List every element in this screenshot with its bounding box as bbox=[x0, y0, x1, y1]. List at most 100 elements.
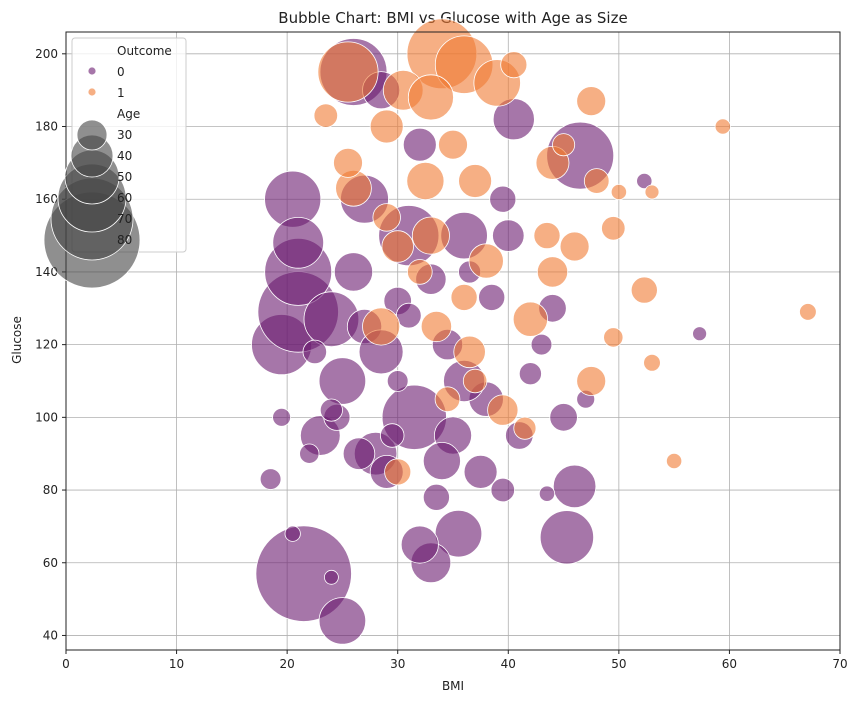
bubble-outcome-1 bbox=[603, 327, 624, 348]
bubble-outcome-0 bbox=[539, 510, 595, 565]
bubble-outcome-0 bbox=[386, 370, 409, 392]
bubble-outcome-1 bbox=[362, 307, 401, 346]
bubble-outcome-0 bbox=[259, 468, 282, 490]
bubble-outcome-0 bbox=[400, 525, 439, 564]
bubble-outcome-1 bbox=[406, 161, 445, 200]
bubble-outcome-0 bbox=[478, 283, 506, 311]
bubble-outcome-1 bbox=[512, 301, 549, 337]
bubble-outcome-1 bbox=[583, 168, 610, 194]
x-axis-title: BMI bbox=[442, 679, 464, 693]
x-tick-label: 0 bbox=[62, 657, 70, 671]
legend-marker-outcome-0 bbox=[87, 66, 97, 76]
bubble-outcome-1 bbox=[576, 366, 607, 396]
legend-size-label-30: 30 bbox=[117, 128, 132, 142]
bubble-outcome-1 bbox=[313, 103, 339, 128]
bubble-outcome-0 bbox=[692, 326, 707, 342]
bubble-outcome-0 bbox=[538, 485, 556, 502]
legend-label-outcome-1: 1 bbox=[117, 86, 125, 100]
bubble-outcome-1 bbox=[559, 231, 590, 262]
x-tick-label: 30 bbox=[390, 657, 405, 671]
bubble-outcome-1 bbox=[384, 458, 412, 486]
bubble-outcome-0 bbox=[492, 219, 525, 252]
legend-size-title: Age bbox=[117, 107, 140, 121]
y-axis-title: Glucose bbox=[10, 316, 24, 364]
y-tick-label: 160 bbox=[35, 192, 58, 206]
y-tick-label: 120 bbox=[35, 338, 58, 352]
bubble-outcome-1 bbox=[411, 216, 450, 255]
bubble-outcome-0 bbox=[463, 454, 498, 489]
bubble-outcome-0 bbox=[255, 525, 352, 622]
bubble-outcome-0 bbox=[318, 597, 367, 645]
y-tick-label: 200 bbox=[35, 47, 58, 61]
bubble-outcome-1 bbox=[533, 222, 561, 250]
bubble-outcome-1 bbox=[714, 118, 731, 135]
x-tick-label: 20 bbox=[280, 657, 295, 671]
bubble-outcome-0 bbox=[333, 252, 374, 292]
legend-hue-title: Outcome bbox=[117, 44, 172, 58]
bubble-outcome-1 bbox=[799, 303, 817, 321]
bubble-outcome-0 bbox=[518, 362, 542, 386]
bubble-outcome-1 bbox=[420, 310, 452, 343]
x-axis: 0 10 20 30 40 50 60 70 bbox=[62, 650, 848, 671]
bubble-outcome-0 bbox=[318, 357, 367, 405]
x-tick-label: 60 bbox=[722, 657, 737, 671]
y-tick-label: 140 bbox=[35, 265, 58, 279]
bubble-outcome-0 bbox=[530, 333, 553, 356]
legend-marker-outcome-1 bbox=[87, 87, 97, 97]
legend-label-outcome-0: 0 bbox=[117, 65, 125, 79]
bubble-outcome-1 bbox=[407, 74, 454, 121]
y-tick-label: 180 bbox=[35, 120, 58, 134]
bubble-outcome-1 bbox=[369, 109, 404, 144]
bubble-outcome-0 bbox=[490, 477, 516, 503]
bubble-outcome-0 bbox=[272, 407, 292, 427]
bubble-outcome-1 bbox=[317, 41, 379, 103]
bubble-outcome-1 bbox=[458, 164, 493, 198]
bubble-outcome-1 bbox=[487, 394, 519, 426]
bubble-outcome-1 bbox=[453, 335, 486, 369]
chart-title: Bubble Chart: BMI vs Glucose with Age as… bbox=[278, 9, 627, 27]
bubble-outcome-0 bbox=[422, 441, 461, 480]
bubble-outcome-1 bbox=[601, 216, 626, 241]
bubble-outcome-1 bbox=[500, 51, 528, 79]
bubble-outcome-1 bbox=[450, 283, 478, 311]
bubble-outcome-0 bbox=[342, 437, 376, 470]
bubble-outcome-0 bbox=[422, 483, 450, 511]
bubble-outcome-0 bbox=[380, 423, 405, 448]
bubble-outcome-1 bbox=[381, 230, 414, 263]
plot-frame bbox=[65, 31, 841, 651]
bubble-outcome-1 bbox=[438, 129, 468, 160]
bubble-outcome-1 bbox=[630, 276, 658, 304]
bubble-outcome-0 bbox=[402, 127, 437, 162]
legend-size-label-70: 70 bbox=[117, 212, 132, 226]
bubble-outcome-1 bbox=[665, 452, 683, 470]
bubble-outcome-0 bbox=[299, 443, 320, 464]
legend-size-marker-30 bbox=[76, 119, 108, 151]
y-tick-label: 60 bbox=[43, 556, 58, 570]
x-tick-label: 10 bbox=[169, 657, 184, 671]
x-tick-label: 50 bbox=[611, 657, 626, 671]
bubble-layer bbox=[251, 18, 817, 645]
bubble-outcome-0 bbox=[272, 217, 325, 269]
bubble-outcome-1 bbox=[644, 184, 660, 200]
y-tick-label: 40 bbox=[43, 628, 58, 642]
bubble-outcome-1 bbox=[536, 256, 569, 288]
bubble-outcome-1 bbox=[610, 183, 628, 201]
bubble-outcome-1 bbox=[462, 368, 488, 394]
bubble-outcome-1 bbox=[468, 243, 504, 279]
legend-size-label-40: 40 bbox=[117, 149, 132, 163]
bubble-outcome-1 bbox=[513, 416, 537, 440]
legend: Outcome 0 1 Age 30 40 50 60 70 80 bbox=[43, 37, 187, 289]
bubble-outcome-1 bbox=[406, 259, 433, 285]
legend-size-label-50: 50 bbox=[117, 170, 132, 184]
y-axis: 40 60 80 100 120 140 160 180 200 bbox=[35, 47, 66, 642]
bubble-outcome-0 bbox=[549, 403, 578, 432]
bubble-outcome-0 bbox=[636, 172, 653, 190]
bubble-outcome-1 bbox=[576, 86, 607, 116]
y-tick-label: 100 bbox=[35, 410, 58, 424]
y-tick-label: 80 bbox=[43, 483, 58, 497]
bubble-outcome-0 bbox=[323, 569, 339, 585]
x-tick-label: 70 bbox=[832, 657, 847, 671]
bubble-outcome-0 bbox=[302, 339, 328, 365]
x-tick-label: 40 bbox=[501, 657, 516, 671]
